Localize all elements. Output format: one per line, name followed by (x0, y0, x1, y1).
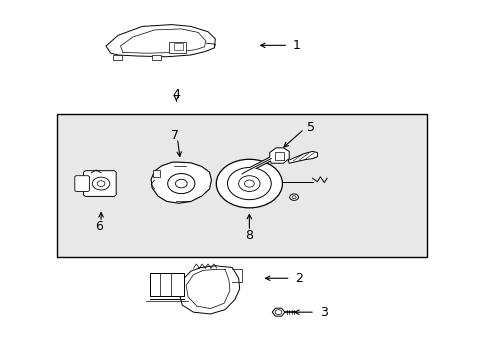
Text: 3: 3 (319, 306, 327, 319)
Bar (174, 43, 183, 50)
Polygon shape (287, 152, 317, 163)
Circle shape (167, 174, 195, 194)
Circle shape (275, 310, 282, 315)
Circle shape (216, 159, 282, 208)
Circle shape (175, 179, 187, 188)
Bar (149, 273, 183, 296)
Text: 1: 1 (292, 39, 301, 52)
Bar (274, 153, 284, 159)
Circle shape (244, 180, 254, 187)
Bar (152, 55, 161, 60)
Text: 2: 2 (295, 272, 303, 285)
Text: 7: 7 (171, 129, 179, 142)
Polygon shape (272, 308, 285, 316)
Polygon shape (179, 266, 239, 314)
Circle shape (97, 181, 105, 186)
Circle shape (289, 194, 298, 201)
Bar (113, 55, 122, 60)
Circle shape (92, 177, 110, 190)
Polygon shape (151, 162, 211, 203)
Text: 5: 5 (306, 121, 314, 134)
Text: 4: 4 (172, 88, 180, 101)
Circle shape (227, 167, 271, 200)
FancyBboxPatch shape (83, 171, 116, 197)
Bar (153, 170, 160, 177)
Circle shape (291, 196, 295, 199)
Bar (57, 114, 426, 257)
Text: 6: 6 (95, 220, 102, 233)
FancyBboxPatch shape (75, 176, 89, 192)
Polygon shape (106, 24, 215, 57)
Polygon shape (269, 148, 288, 163)
Text: 8: 8 (245, 229, 253, 242)
Circle shape (238, 176, 260, 192)
Bar (169, 42, 186, 53)
